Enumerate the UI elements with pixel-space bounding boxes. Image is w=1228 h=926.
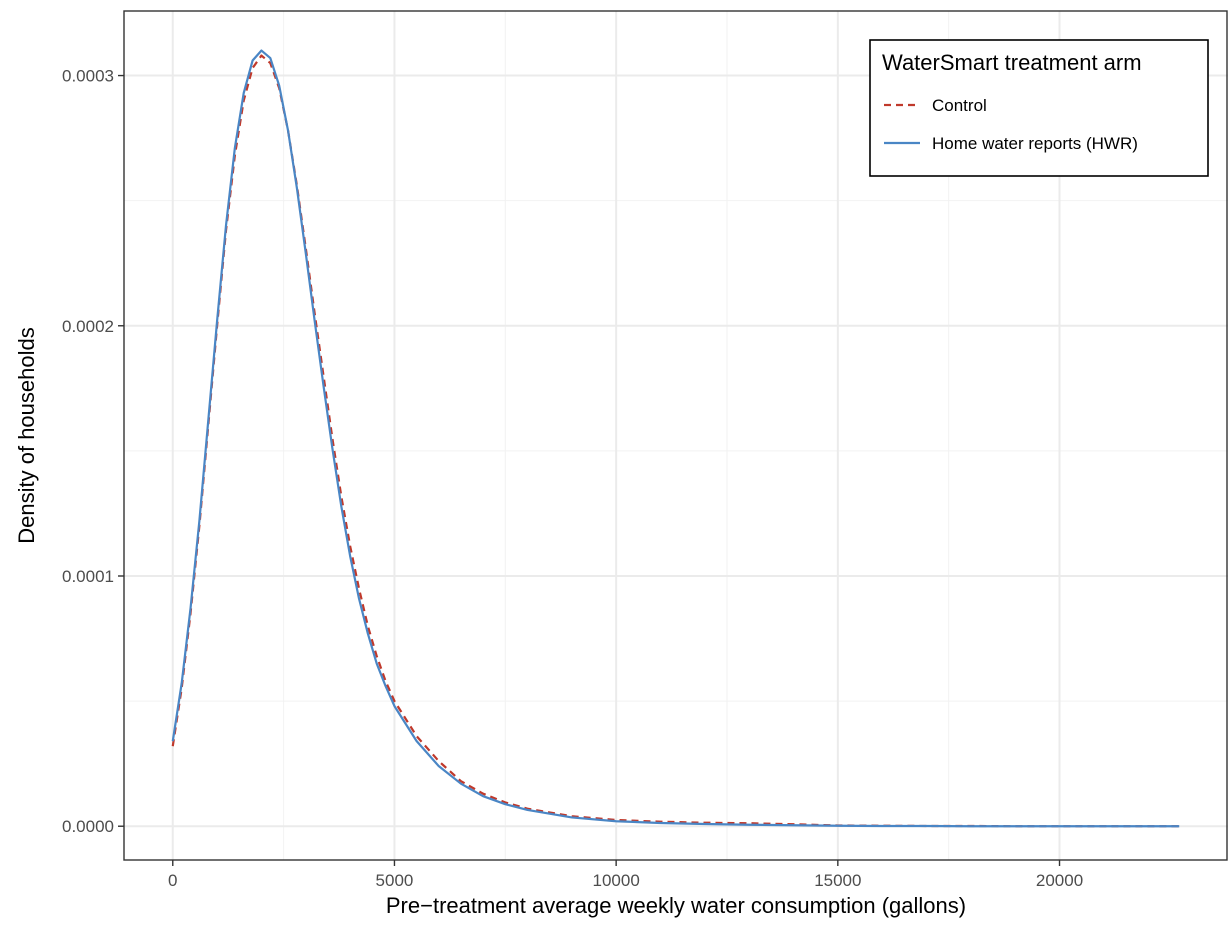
series-lines bbox=[171, 49, 1180, 828]
y-tick-label: 0.0001 bbox=[62, 567, 114, 586]
x-tick-label: 20000 bbox=[1036, 871, 1083, 890]
legend-label-control: Control bbox=[932, 96, 987, 115]
legend-title: WaterSmart treatment arm bbox=[882, 50, 1142, 75]
legend-items: Control Home water reports (HWR) bbox=[884, 96, 1138, 153]
legend-label-hwr: Home water reports (HWR) bbox=[932, 134, 1138, 153]
y-axis-ticks: 0.0000 0.0001 0.0002 0.0003 bbox=[62, 67, 124, 836]
legend-box bbox=[869, 39, 1209, 177]
x-tick-label: 10000 bbox=[593, 871, 640, 890]
x-tick-label: 15000 bbox=[814, 871, 861, 890]
x-tick-label: 0 bbox=[168, 871, 177, 890]
y-tick-label: 0.0003 bbox=[62, 67, 114, 86]
y-axis-title: Density of households bbox=[14, 327, 39, 543]
x-axis-ticks: 0 5000 10000 15000 20000 bbox=[168, 860, 1083, 890]
plot-panel-border bbox=[123, 10, 1228, 861]
major-gridlines bbox=[124, 11, 1228, 860]
y-tick-label: 0.0000 bbox=[62, 817, 114, 836]
x-tick-label: 5000 bbox=[376, 871, 414, 890]
legend: WaterSmart treatment arm Control Home wat… bbox=[869, 39, 1209, 177]
series-line-hwr bbox=[171, 49, 1180, 828]
x-axis-title: Pre−treatment average weekly water consu… bbox=[386, 893, 966, 918]
y-tick-label: 0.0002 bbox=[62, 317, 114, 336]
